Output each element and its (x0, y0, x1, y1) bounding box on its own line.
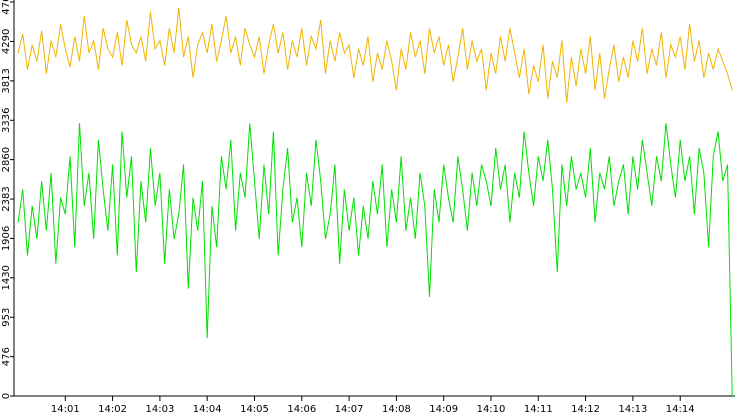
y-tick-label: 476 (1, 347, 12, 366)
x-tick-label: 14:12 (571, 404, 600, 415)
y-tick-label: 1430 (1, 265, 12, 290)
x-tick-label: 14:10 (477, 404, 506, 415)
y-tick-label: 2383 (1, 186, 12, 211)
x-tick-label: 14:11 (524, 404, 553, 415)
x-tick-label: 14:08 (382, 404, 411, 415)
x-tick-label: 14:14 (666, 404, 695, 415)
x-tick-label: 14:02 (98, 404, 127, 415)
x-tick-label: 14:04 (193, 404, 222, 415)
x-tick-label: 14:03 (145, 404, 174, 415)
y-tick-label: 4767 (1, 0, 12, 15)
y-tick-label: 2860 (1, 147, 12, 172)
y-tick-label: 953 (1, 308, 12, 327)
y-tick-label: 4290 (1, 29, 12, 54)
x-tick-label: 14:07 (335, 404, 364, 415)
series-line (17, 7, 733, 103)
y-tick-label: 3336 (1, 108, 12, 133)
x-tick-label: 14:06 (287, 404, 316, 415)
x-tick-label: 14:13 (618, 404, 647, 415)
y-tick-label: 1906 (1, 226, 12, 251)
x-tick-label: 14:01 (51, 404, 80, 415)
x-tick-label: 14:05 (240, 404, 269, 415)
y-tick-label: 3813 (1, 68, 12, 93)
series-line (17, 123, 733, 397)
y-tick-label: 0 (1, 393, 12, 399)
x-tick-label: 14:09 (429, 404, 458, 415)
